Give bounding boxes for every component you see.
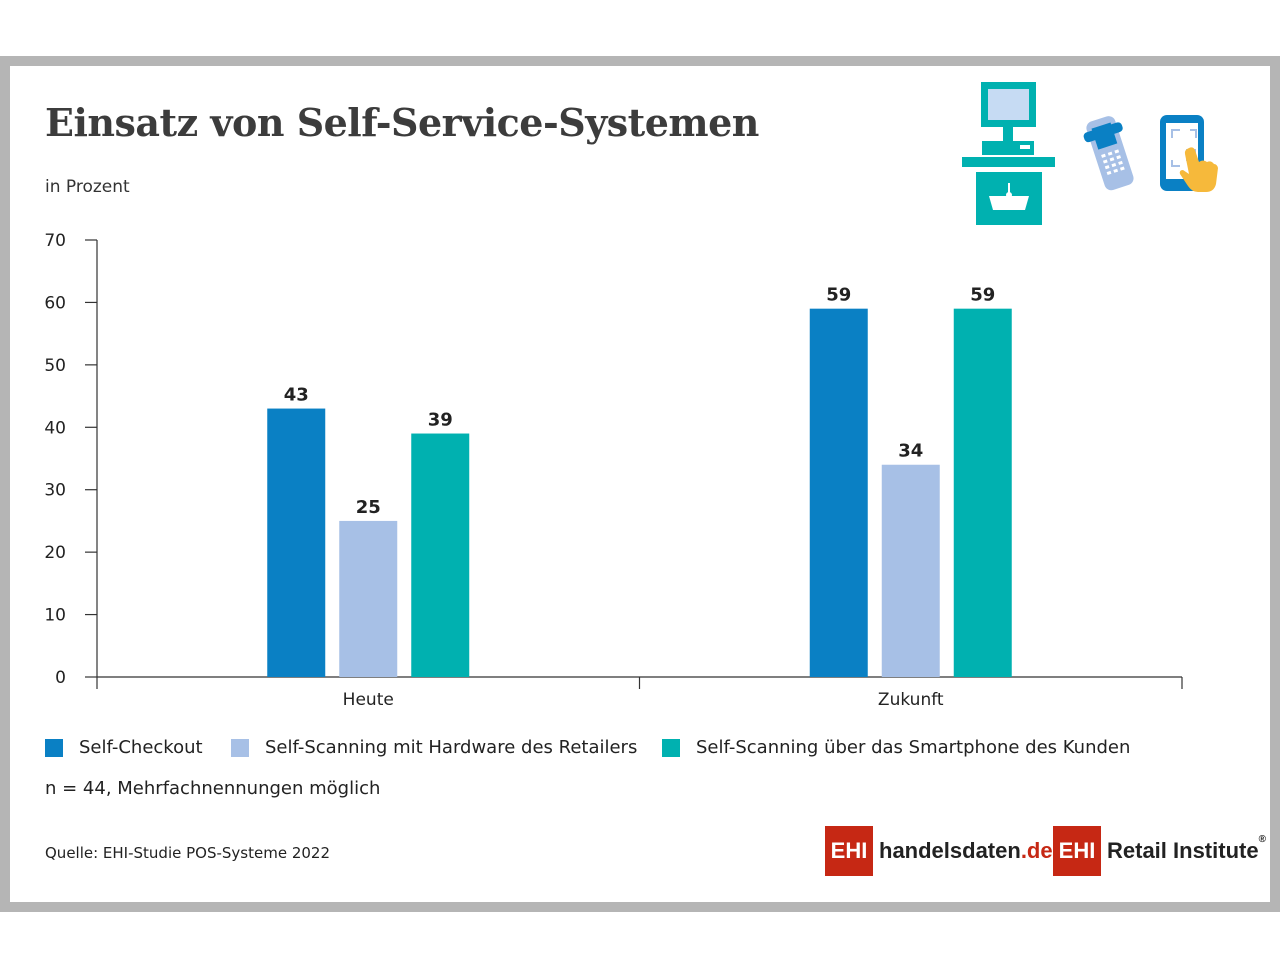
legend-item-self-scanning-smartphone: Self-Scanning über das Smartphone des Ku… [662, 737, 1130, 758]
retail-institute-logo-text: Retail Institute® [1107, 834, 1266, 864]
source-note: Quelle: EHI-Studie POS-Systeme 2022 [45, 844, 331, 862]
data-label: 59 [970, 285, 995, 306]
logo-suffix: .de [1020, 838, 1053, 863]
handelsdaten-logo-text: handelsdaten.de [879, 838, 1053, 864]
sample-note: n = 44, Mehrfachnennungen möglich [45, 778, 381, 799]
legend-swatch [231, 738, 249, 757]
y-tick-label: 60 [44, 293, 66, 313]
bar [809, 308, 868, 677]
bar [339, 520, 398, 677]
data-label: 34 [898, 441, 923, 462]
x-tick-label: Zukunft [878, 690, 944, 710]
bar [267, 408, 326, 677]
logo-main-text: Retail Institute [1107, 838, 1259, 863]
legend-item-self-checkout: Self-Checkout [45, 737, 203, 758]
legend-label: Self-Checkout [79, 737, 203, 758]
legend-label: Self-Scanning über das Smartphone des Ku… [696, 737, 1131, 758]
bar [881, 464, 940, 677]
data-label: 59 [826, 285, 851, 306]
legend-swatch [662, 738, 680, 757]
chart-title: Einsatz von Self-Service-Systemen [45, 100, 759, 145]
y-tick-label: 30 [44, 481, 66, 501]
x-tick-label: Heute [343, 690, 394, 710]
data-label: 25 [356, 497, 381, 518]
chart-subtitle: in Prozent [45, 177, 130, 197]
bar [953, 308, 1012, 677]
ehi-retail-institute-logo: EHI Retail Institute® [1053, 826, 1266, 876]
ehi-logo-box: EHI [1053, 826, 1101, 876]
handheld-scanner-icon [1083, 116, 1134, 191]
y-tick-label: 70 [44, 231, 66, 251]
chart-card [10, 66, 1270, 902]
registered-mark: ® [1258, 834, 1266, 845]
y-tick-label: 40 [44, 418, 66, 438]
y-tick-label: 50 [44, 356, 66, 376]
smartphone-scan-icon [1160, 115, 1218, 192]
y-tick-label: 20 [44, 543, 66, 563]
logo-main-text: handelsdaten [879, 838, 1021, 863]
legend-swatch [45, 738, 63, 757]
data-label: 43 [284, 385, 309, 406]
ehi-logo-box: EHI [825, 826, 873, 876]
data-label: 39 [428, 410, 453, 431]
legend-item-self-scanning-hardware: Self-Scanning mit Hardware des Retailers [231, 737, 637, 758]
handelsdaten-logo: EHI handelsdaten.de [825, 826, 1053, 876]
legend-label: Self-Scanning mit Hardware des Retailers [265, 737, 638, 758]
bar [411, 433, 470, 677]
y-tick-label: 10 [44, 606, 66, 626]
y-tick-label: 0 [55, 668, 66, 688]
self-checkout-kiosk-icon [962, 82, 1055, 225]
